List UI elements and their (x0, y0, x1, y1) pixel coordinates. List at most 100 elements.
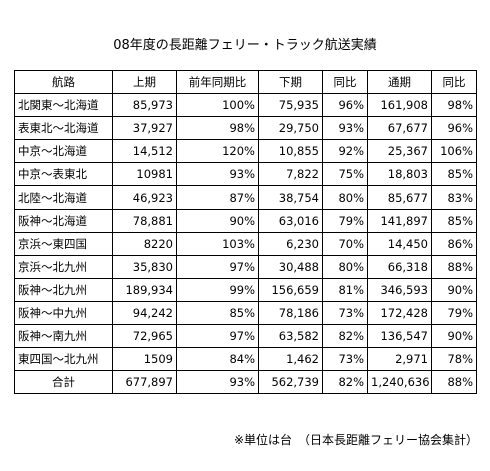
value-cell: 35,830 (112, 254, 177, 279)
value-cell: 84% (176, 347, 259, 372)
total-cell: 562,739 (258, 370, 323, 395)
route-cell: 表東北～北海道 (14, 116, 113, 141)
value-cell: 136,547 (367, 324, 432, 349)
value-cell: 63,016 (258, 208, 323, 233)
table-row: 中京～北海道 14,512 120% 10,855 92% 25,367 106% (14, 139, 477, 164)
value-cell: 96% (431, 116, 477, 141)
value-cell: 30,488 (258, 254, 323, 279)
value-cell: 83% (431, 185, 477, 210)
value-cell: 29,750 (258, 116, 323, 141)
value-cell: 1,462 (258, 347, 323, 372)
value-cell: 78,881 (112, 208, 177, 233)
route-cell: 北関東～北海道 (14, 93, 113, 118)
value-cell: 10,855 (258, 139, 323, 164)
route-cell: 阪神～北海道 (14, 208, 113, 233)
value-cell: 106% (431, 139, 477, 164)
value-cell: 93% (176, 162, 259, 187)
total-label: 合計 (14, 370, 113, 395)
value-cell: 37,927 (112, 116, 177, 141)
value-cell: 97% (176, 254, 259, 279)
value-cell: 156,659 (258, 277, 323, 302)
header-cell: 上期 (112, 69, 177, 95)
value-cell: 90% (176, 208, 259, 233)
value-cell: 189,934 (112, 277, 177, 302)
total-cell: 88% (431, 370, 477, 395)
table-row: 中京～表東北 10981 93% 7,822 75% 18,803 85% (14, 162, 477, 187)
value-cell: 81% (322, 277, 368, 302)
route-cell: 阪神～北九州 (14, 277, 113, 302)
value-cell: 80% (322, 185, 368, 210)
value-cell: 85% (431, 208, 477, 233)
table-row: 東四国～北九州 1509 84% 1,462 73% 2,971 78% (14, 347, 477, 372)
header-cell: 通期 (367, 69, 432, 95)
table-title: 08年度の長距離フェリー・トラック航送実績 (113, 38, 377, 53)
value-cell: 38,754 (258, 185, 323, 210)
value-cell: 6,230 (258, 231, 323, 256)
header-cell: 下期 (258, 69, 323, 95)
total-cell: 677,897 (112, 370, 177, 395)
value-cell: 78% (431, 347, 477, 372)
value-cell: 1509 (112, 347, 177, 372)
value-cell: 85,677 (367, 185, 432, 210)
value-cell: 78,186 (258, 300, 323, 326)
value-cell: 96% (322, 93, 368, 118)
total-row: 合計 677,897 93% 562,739 82% 1,240,636 88% (14, 370, 477, 395)
table-row: 阪神～中九州 94,242 85% 78,186 73% 172,428 79% (14, 300, 477, 326)
value-cell: 75% (322, 162, 368, 187)
value-cell: 8220 (112, 231, 177, 256)
value-cell: 90% (431, 277, 477, 302)
header-row: 航路 上期 前年同期比 下期 同比 通期 同比 (14, 69, 477, 95)
value-cell: 14,450 (367, 231, 432, 256)
value-cell: 94,242 (112, 300, 177, 326)
value-cell: 85,973 (112, 93, 177, 118)
route-cell: 阪神～南九州 (14, 324, 113, 349)
route-cell: 阪神～中九州 (14, 300, 113, 326)
route-cell: 中京～北海道 (14, 139, 113, 164)
value-cell: 2,971 (367, 347, 432, 372)
value-cell: 46,923 (112, 185, 177, 210)
value-cell: 98% (176, 116, 259, 141)
value-cell: 99% (176, 277, 259, 302)
value-cell: 90% (431, 324, 477, 349)
value-cell: 98% (431, 93, 477, 118)
value-cell: 14,512 (112, 139, 177, 164)
table-row: 北陸～北海道 46,923 87% 38,754 80% 85,677 83% (14, 185, 477, 210)
ferry-truck-table: 航路 上期 前年同期比 下期 同比 通期 同比 北関東～北海道 85,973 100… (14, 69, 477, 395)
header-cell: 前年同期比 (176, 69, 259, 95)
value-cell: 103% (176, 231, 259, 256)
value-cell: 82% (322, 324, 368, 349)
value-cell: 70% (322, 231, 368, 256)
table-row: 阪神～南九州 72,965 97% 63,582 82% 136,547 90% (14, 324, 477, 349)
table-row: 阪神～北海道 78,881 90% 63,016 79% 141,897 85% (14, 208, 477, 233)
value-cell: 7,822 (258, 162, 323, 187)
footnote: ※単位は台 （日本長距離フェリー協会集計） (233, 433, 478, 447)
value-cell: 346,593 (367, 277, 432, 302)
total-cell: 82% (322, 370, 368, 395)
header-cell: 航路 (14, 69, 113, 95)
value-cell: 79% (322, 208, 368, 233)
value-cell: 66,318 (367, 254, 432, 279)
value-cell: 18,803 (367, 162, 432, 187)
value-cell: 141,897 (367, 208, 432, 233)
total-cell: 1,240,636 (367, 370, 432, 395)
header-cell: 同比 (431, 69, 477, 95)
header-cell: 同比 (322, 69, 368, 95)
table-row: 阪神～北九州 189,934 99% 156,659 81% 346,593 90% (14, 277, 477, 302)
value-cell: 86% (431, 231, 477, 256)
value-cell: 93% (322, 116, 368, 141)
value-cell: 79% (431, 300, 477, 326)
total-cell: 93% (176, 370, 259, 395)
value-cell: 92% (322, 139, 368, 164)
value-cell: 100% (176, 93, 259, 118)
value-cell: 75,935 (258, 93, 323, 118)
value-cell: 87% (176, 185, 259, 210)
route-cell: 京浜～北九州 (14, 254, 113, 279)
value-cell: 72,965 (112, 324, 177, 349)
table-row: 北関東～北海道 85,973 100% 75,935 96% 161,908 98% (14, 93, 477, 118)
value-cell: 63,582 (258, 324, 323, 349)
route-cell: 京浜～東四国 (14, 231, 113, 256)
value-cell: 85% (176, 300, 259, 326)
route-cell: 中京～表東北 (14, 162, 113, 187)
value-cell: 97% (176, 324, 259, 349)
value-cell: 80% (322, 254, 368, 279)
